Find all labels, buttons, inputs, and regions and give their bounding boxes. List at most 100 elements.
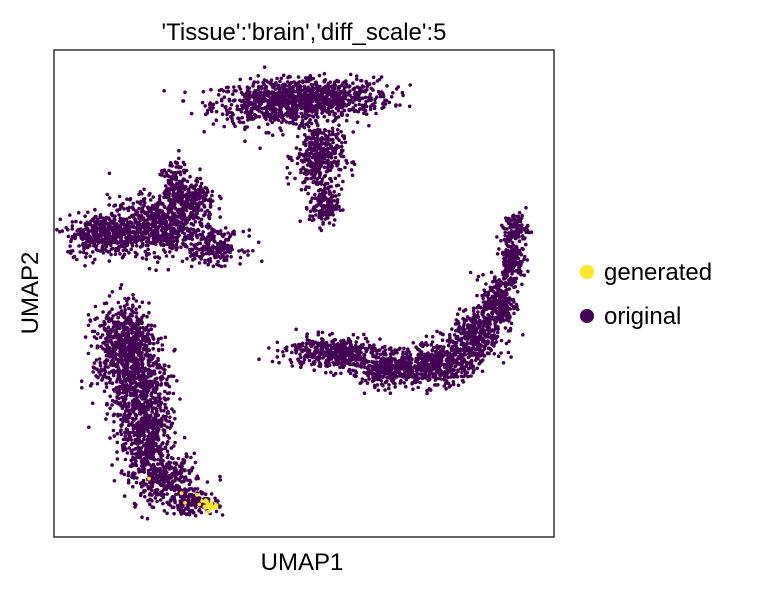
point-original: [165, 449, 170, 454]
point-original: [203, 210, 207, 214]
point-original: [203, 258, 207, 263]
point-original: [310, 83, 315, 87]
point-original: [156, 428, 160, 433]
point-original: [256, 85, 261, 89]
point-original: [143, 495, 147, 499]
point-original: [359, 96, 364, 101]
point-original: [308, 209, 313, 214]
point-original: [319, 201, 323, 205]
point-original: [336, 115, 341, 119]
point-original: [118, 230, 123, 234]
point-original: [333, 176, 338, 181]
point-original: [146, 429, 150, 434]
point-original: [183, 187, 187, 192]
point-original: [130, 236, 135, 240]
point-original: [66, 250, 70, 254]
point-original: [84, 232, 88, 236]
point-original: [184, 168, 189, 173]
point-original: [103, 365, 107, 369]
point-original: [253, 89, 258, 93]
point-original: [154, 488, 159, 492]
point-original: [190, 466, 195, 470]
point-original: [144, 381, 148, 385]
point-original: [333, 161, 338, 165]
point-original: [182, 215, 187, 219]
point-original: [146, 247, 150, 252]
point-original: [124, 427, 129, 431]
point-original: [144, 451, 148, 456]
point-original: [181, 227, 186, 231]
point-original: [230, 119, 235, 124]
point-original: [118, 252, 122, 256]
point-original: [143, 489, 147, 493]
point-original: [323, 173, 328, 178]
point-original: [156, 215, 160, 219]
point-original: [298, 102, 303, 107]
point-original: [149, 449, 154, 454]
point-original: [258, 96, 262, 101]
point-original: [297, 151, 302, 156]
point-original: [194, 253, 199, 258]
point-original: [140, 396, 144, 401]
point-original: [272, 116, 276, 120]
point-original: [264, 131, 269, 135]
point-original: [363, 108, 368, 113]
point-original: [327, 192, 332, 196]
point-original: [325, 169, 330, 173]
point-original: [131, 296, 136, 301]
point-original: [213, 245, 217, 250]
point-original: [160, 347, 165, 352]
point-original: [146, 236, 150, 240]
point-original: [219, 97, 224, 102]
point-original: [200, 194, 204, 199]
point-original: [408, 83, 413, 87]
point-original: [225, 248, 230, 253]
point-original: [162, 89, 166, 93]
point-original: [383, 102, 388, 106]
point-original: [174, 242, 179, 247]
point-original: [154, 268, 158, 273]
point-original: [316, 151, 321, 156]
point-original: [354, 74, 359, 78]
point-original: [167, 384, 172, 389]
point-original: [131, 207, 136, 211]
point-original: [100, 248, 104, 253]
point-original: [151, 505, 156, 510]
point-original: [185, 478, 189, 482]
point-original: [218, 478, 223, 482]
point-original: [175, 192, 179, 197]
point-original: [167, 192, 172, 196]
point-original: [196, 227, 200, 232]
point-original: [268, 107, 273, 111]
point-original: [299, 111, 304, 116]
point-original: [243, 139, 247, 143]
point-original: [241, 229, 246, 234]
point-original: [268, 101, 273, 105]
point-original: [326, 150, 331, 155]
point-original: [103, 322, 107, 326]
point-original: [265, 99, 270, 103]
point-original: [118, 219, 122, 223]
point-original: [172, 226, 176, 231]
point-original: [218, 249, 222, 253]
point-original: [110, 352, 114, 357]
point-original: [301, 180, 305, 185]
point-original: [317, 144, 322, 149]
point-original: [285, 176, 289, 180]
point-original: [168, 485, 173, 490]
point-original: [268, 118, 273, 122]
point-original: [222, 95, 227, 99]
point-original: [160, 202, 164, 206]
point-original: [208, 237, 213, 242]
point-original: [330, 132, 335, 136]
point-original: [364, 112, 369, 116]
point-original: [278, 90, 282, 95]
point-original: [325, 197, 330, 202]
point-original: [355, 77, 359, 81]
point-original: [163, 174, 167, 179]
point-original: [137, 192, 141, 197]
point-original: [210, 109, 214, 114]
point-original: [170, 246, 174, 251]
point-original: [77, 244, 81, 248]
point-original: [111, 221, 116, 225]
